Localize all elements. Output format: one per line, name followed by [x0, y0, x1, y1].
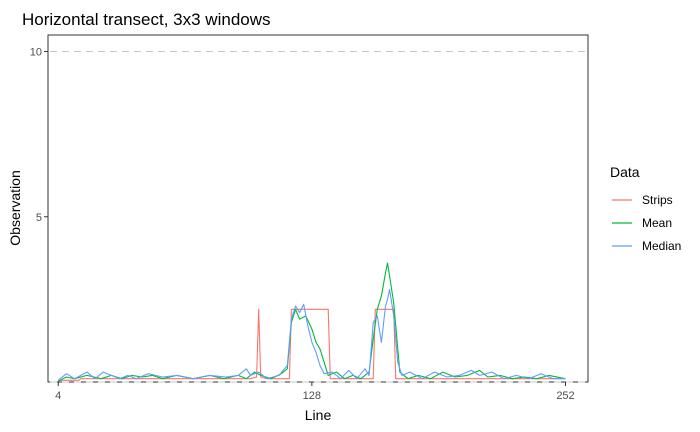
chart-title: Horizontal transect, 3x3 windows [22, 10, 271, 29]
y-tick-label-10: 10 [30, 47, 42, 59]
x-axis-title: Line [305, 407, 332, 423]
legend: Data Strips Mean Median [610, 164, 681, 253]
series-line-mean [57, 262, 566, 382]
reference-lines [50, 51, 586, 383]
y-axis-ticks: 5 10 [30, 47, 48, 224]
x-tick-label-252: 252 [556, 390, 574, 402]
plot-area: 4 128 252 5 10 [30, 34, 589, 402]
legend-label-mean: Mean [642, 216, 672, 230]
legend-title: Data [610, 164, 640, 180]
x-tick-label-4: 4 [55, 390, 61, 402]
series-lines [57, 262, 566, 382]
series-line-median [57, 288, 566, 381]
legend-label-median: Median [642, 239, 681, 253]
legend-items: Strips Mean Median [612, 193, 681, 253]
y-tick-label-5: 5 [36, 212, 42, 224]
x-axis-ticks: 4 128 252 [55, 382, 575, 402]
x-tick-label-128: 128 [303, 390, 321, 402]
plot-panel-border [47, 34, 589, 383]
legend-label-strips: Strips [642, 193, 673, 207]
y-axis-title: Observation [7, 170, 23, 245]
series-line-strips [58, 308, 566, 381]
